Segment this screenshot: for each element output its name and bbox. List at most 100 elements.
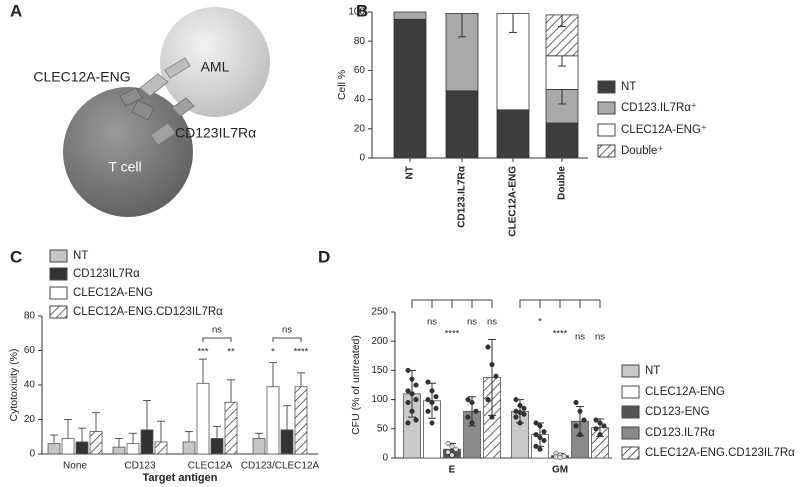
bar [61, 438, 75, 455]
y-tick-label: 60 [24, 345, 36, 356]
data-point [433, 394, 439, 400]
y-axis-label: Cytotoxicity (%) [8, 349, 20, 422]
legend-label: CLEC12A-ENG.CD123IL7Rα [645, 447, 795, 459]
data-point [453, 446, 459, 452]
data-point [593, 426, 599, 432]
data-point [429, 388, 435, 394]
data-point [537, 446, 543, 452]
diagram-label: AML [201, 59, 230, 75]
data-point [465, 397, 471, 403]
y-tick-label: 150 [371, 365, 388, 376]
data-point [405, 388, 411, 394]
bracket [202, 337, 232, 342]
receptor-shape [149, 97, 195, 146]
legend-label: CD123.IL7Rα⁺ [621, 102, 697, 114]
data-point [465, 414, 471, 420]
data-point [537, 423, 543, 429]
legend-label: CLEC12A-ENG⁺ [621, 124, 707, 136]
data-point [533, 420, 539, 426]
legend-label: NT [73, 250, 88, 262]
data-point [433, 405, 439, 411]
panel-label: B [356, 1, 368, 20]
data-point [485, 397, 491, 403]
data-point [449, 443, 455, 449]
y-tick-label: 0 [29, 449, 35, 460]
x-tick-label: E [449, 465, 456, 476]
data-point [405, 367, 411, 373]
significance-label: ns [575, 332, 585, 343]
legend-label: CLEC12A-ENG [73, 287, 153, 299]
data-point [593, 417, 599, 423]
panel-label: C [10, 247, 22, 266]
data-point [513, 414, 519, 420]
y-axis-label: Cell % [336, 70, 348, 100]
y-tick-label: 20 [354, 123, 366, 134]
y-tick-label: 80 [24, 311, 36, 322]
bar [224, 401, 238, 455]
engager-shape [139, 57, 191, 97]
y-tick-label: 60 [354, 65, 366, 76]
x-tick-label: Double [557, 166, 568, 200]
y-tick-label: 20 [24, 414, 36, 425]
legend-swatch [597, 80, 616, 94]
data-point [409, 376, 415, 382]
engager-shape [119, 87, 155, 121]
data-point [573, 399, 579, 406]
data-point [405, 420, 411, 426]
data-point [581, 417, 587, 423]
data-point [541, 429, 547, 435]
x-tick-label: None [63, 461, 87, 472]
bar [47, 443, 61, 455]
y-tick-label: 80 [354, 36, 366, 47]
y-tick-label: 250 [371, 307, 388, 318]
data-point [601, 423, 607, 429]
data-point [517, 420, 523, 426]
diagram-label: CLEC12A-ENG [33, 69, 130, 85]
data-point [413, 382, 419, 388]
bar [126, 443, 140, 455]
x-tick-label: NT [405, 166, 416, 179]
y-tick-label: 40 [24, 380, 36, 391]
diagram: AML T cell CLEC12A-ENG CD123IL7Rα [33, 7, 270, 217]
bar [89, 431, 103, 455]
bar [182, 441, 196, 455]
bar [294, 386, 308, 455]
legend-label: CLEC12A-ENG [645, 386, 725, 398]
data-point [521, 411, 527, 417]
data-point [493, 373, 499, 379]
y-tick-label: 200 [371, 336, 388, 347]
legend-swatch [621, 405, 640, 419]
data-point [425, 397, 431, 403]
data-point [409, 391, 415, 397]
legend-swatch [49, 249, 68, 263]
legend-label: CD123-ENG [645, 406, 710, 418]
legend-swatch [597, 144, 616, 158]
data-point [513, 397, 519, 403]
significance-label: ns [282, 325, 292, 336]
panel-label: A [10, 1, 22, 20]
data-point [469, 420, 475, 426]
data-point [577, 432, 583, 438]
bracket [272, 337, 302, 342]
bar [154, 441, 168, 455]
bar [75, 441, 89, 455]
x-tick-label: CD123 [124, 461, 156, 472]
data-point [473, 408, 479, 414]
significance-label: ** [227, 347, 235, 358]
data-point [489, 362, 495, 368]
significance-label: ns [487, 317, 497, 328]
data-point [521, 405, 527, 411]
legend-swatch [621, 364, 640, 378]
data-point [485, 344, 491, 350]
significance-label: * [538, 317, 542, 328]
data-point [541, 437, 547, 444]
diagram-label: T cell [108, 159, 141, 175]
significance-label: **** [553, 329, 568, 340]
bar [210, 438, 224, 455]
legend-swatch [597, 123, 616, 137]
y-axis-label: CFU (% of untreated) [350, 335, 362, 435]
bracket [519, 299, 601, 308]
significance-label: *** [197, 347, 208, 358]
data-point [425, 379, 431, 385]
data-point [429, 399, 435, 406]
